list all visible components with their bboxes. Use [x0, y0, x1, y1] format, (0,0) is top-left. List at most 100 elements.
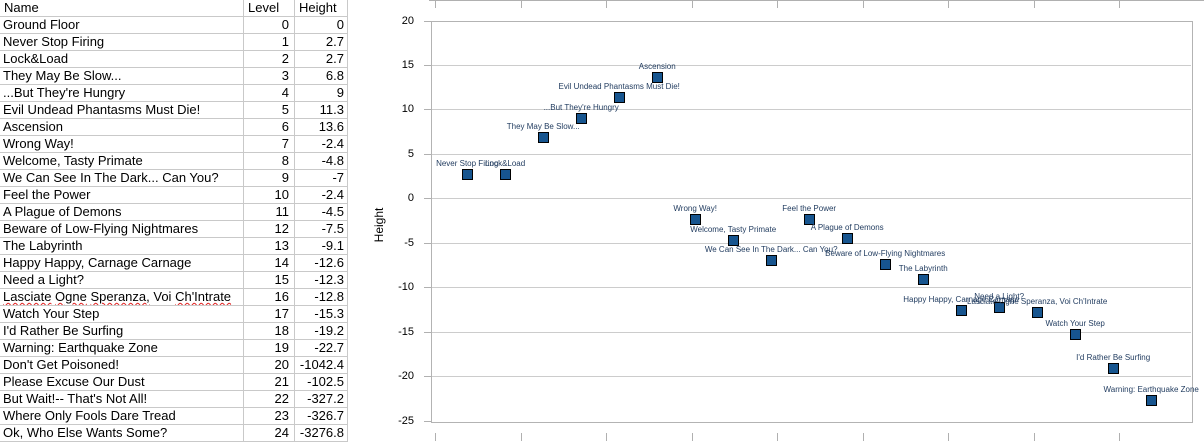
cell-level[interactable]: 14	[244, 255, 295, 272]
cell-height[interactable]: 6.8	[295, 68, 348, 85]
cell-height[interactable]: 2.7	[295, 34, 348, 51]
cell-level[interactable]: 1	[244, 34, 295, 51]
cell-name[interactable]: Ascension	[0, 119, 244, 136]
cell-level[interactable]: 2	[244, 51, 295, 68]
cell-name[interactable]: Lasciate Ogne Speranza, Voi Ch'Intrate	[0, 289, 244, 306]
cell-name[interactable]: Lock&Load	[0, 51, 244, 68]
cell-level[interactable]: 5	[244, 102, 295, 119]
cell-height[interactable]: -2.4	[295, 187, 348, 204]
data-point[interactable]	[1069, 328, 1081, 340]
cell-level[interactable]: 16	[244, 289, 295, 306]
data-point[interactable]	[917, 273, 929, 285]
data-point[interactable]	[651, 71, 663, 83]
cell-level[interactable]: 22	[244, 391, 295, 408]
cell-height[interactable]: 11.3	[295, 102, 348, 119]
data-point[interactable]	[1031, 306, 1043, 318]
cell-height[interactable]: -19.2	[295, 323, 348, 340]
data-point[interactable]	[841, 232, 853, 244]
cell-level[interactable]: 3	[244, 68, 295, 85]
cell-height[interactable]: -7.5	[295, 221, 348, 238]
cell-height[interactable]: -15.3	[295, 306, 348, 323]
data-point-label: Watch Your Step	[1045, 318, 1105, 328]
data-point[interactable]	[537, 132, 549, 144]
data-point[interactable]	[613, 92, 625, 104]
cell-height[interactable]: -102.5	[295, 374, 348, 391]
cell-height[interactable]: -22.7	[295, 340, 348, 357]
cell-level[interactable]: 21	[244, 374, 295, 391]
cell-level[interactable]: 18	[244, 323, 295, 340]
cell-name[interactable]: I'd Rather Be Surfing	[0, 323, 244, 340]
cell-height[interactable]: -327.2	[295, 391, 348, 408]
cell-name[interactable]: Wrong Way!	[0, 136, 244, 153]
cell-height[interactable]: 0	[295, 17, 348, 34]
data-point[interactable]	[993, 302, 1005, 314]
cell-height[interactable]: -12.3	[295, 272, 348, 289]
data-point[interactable]	[803, 214, 815, 226]
cell-height[interactable]: -12.6	[295, 255, 348, 272]
cell-name[interactable]: They May Be Slow...	[0, 68, 244, 85]
cell-level[interactable]: 20	[244, 357, 295, 374]
cell-name[interactable]: But Wait!-- That's Not All!	[0, 391, 244, 408]
column-header-height[interactable]: Height	[295, 0, 348, 17]
cell-name[interactable]: Feel the Power	[0, 187, 244, 204]
data-point[interactable]	[1107, 363, 1119, 375]
cell-name[interactable]: Please Excuse Our Dust	[0, 374, 244, 391]
cell-height[interactable]: -9.1	[295, 238, 348, 255]
data-point-label: Lock&Load	[485, 158, 526, 168]
cell-height[interactable]: -2.4	[295, 136, 348, 153]
cell-name[interactable]: ...But They're Hungry	[0, 85, 244, 102]
x-axis-tick-bottom	[1033, 433, 1035, 441]
cell-level[interactable]: 11	[244, 204, 295, 221]
cell-name[interactable]: A Plague of Demons	[0, 204, 244, 221]
cell-level[interactable]: 15	[244, 272, 295, 289]
cell-name[interactable]: Ok, Who Else Wants Some?	[0, 425, 244, 442]
cell-height[interactable]: 2.7	[295, 51, 348, 68]
cell-height[interactable]: -4.8	[295, 153, 348, 170]
cell-name[interactable]: Welcome, Tasty Primate	[0, 153, 244, 170]
cell-height[interactable]: -4.5	[295, 204, 348, 221]
data-point[interactable]	[499, 168, 511, 180]
cell-level[interactable]: 23	[244, 408, 295, 425]
cell-level[interactable]: 9	[244, 170, 295, 187]
column-header-name[interactable]: Name	[0, 0, 244, 17]
cell-level[interactable]: 0	[244, 17, 295, 34]
cell-name[interactable]: Evil Undead Phantasms Must Die!	[0, 102, 244, 119]
word: Voi	[153, 289, 172, 304]
x-axis-tick-bottom	[948, 433, 949, 441]
cell-name[interactable]: The Labyrinth	[0, 238, 244, 255]
data-point[interactable]	[727, 235, 739, 247]
cell-level[interactable]: 12	[244, 221, 295, 238]
cell-name[interactable]: We Can See In The Dark... Can You?	[0, 170, 244, 187]
cell-name[interactable]: Watch Your Step	[0, 306, 244, 323]
cell-name[interactable]: Never Stop Firing	[0, 34, 244, 51]
cell-name[interactable]: Need a Light?	[0, 272, 244, 289]
cell-height[interactable]: 13.6	[295, 119, 348, 136]
cell-name[interactable]: Happy Happy, Carnage Carnage	[0, 255, 244, 272]
cell-name[interactable]: Don't Get Poisoned!	[0, 357, 244, 374]
data-point[interactable]	[1145, 394, 1157, 406]
data-point[interactable]	[575, 112, 587, 124]
cell-level[interactable]: 7	[244, 136, 295, 153]
data-point[interactable]	[765, 255, 777, 267]
cell-name[interactable]: Beware of Low-Flying Nightmares	[0, 221, 244, 238]
cell-name[interactable]: Where Only Fools Dare Tread	[0, 408, 244, 425]
cell-height[interactable]: 9	[295, 85, 348, 102]
cell-level[interactable]: 4	[244, 85, 295, 102]
data-point[interactable]	[879, 259, 891, 271]
cell-height[interactable]: -326.7	[295, 408, 348, 425]
cell-name[interactable]: Ground Floor	[0, 17, 244, 34]
cell-level[interactable]: 10	[244, 187, 295, 204]
cell-level[interactable]: 6	[244, 119, 295, 136]
cell-height[interactable]: -12.8	[295, 289, 348, 306]
cell-height[interactable]: -7	[295, 170, 348, 187]
data-point[interactable]	[689, 214, 701, 226]
cell-name[interactable]: Warning: Earthquake Zone	[0, 340, 244, 357]
data-point[interactable]	[461, 168, 473, 180]
cell-level[interactable]: 8	[244, 153, 295, 170]
cell-level[interactable]: 19	[244, 340, 295, 357]
cell-level[interactable]: 17	[244, 306, 295, 323]
cell-level[interactable]: 13	[244, 238, 295, 255]
column-header-level[interactable]: Level	[244, 0, 295, 17]
data-point[interactable]	[955, 304, 967, 316]
cell-height[interactable]: -1042.4	[295, 357, 348, 374]
